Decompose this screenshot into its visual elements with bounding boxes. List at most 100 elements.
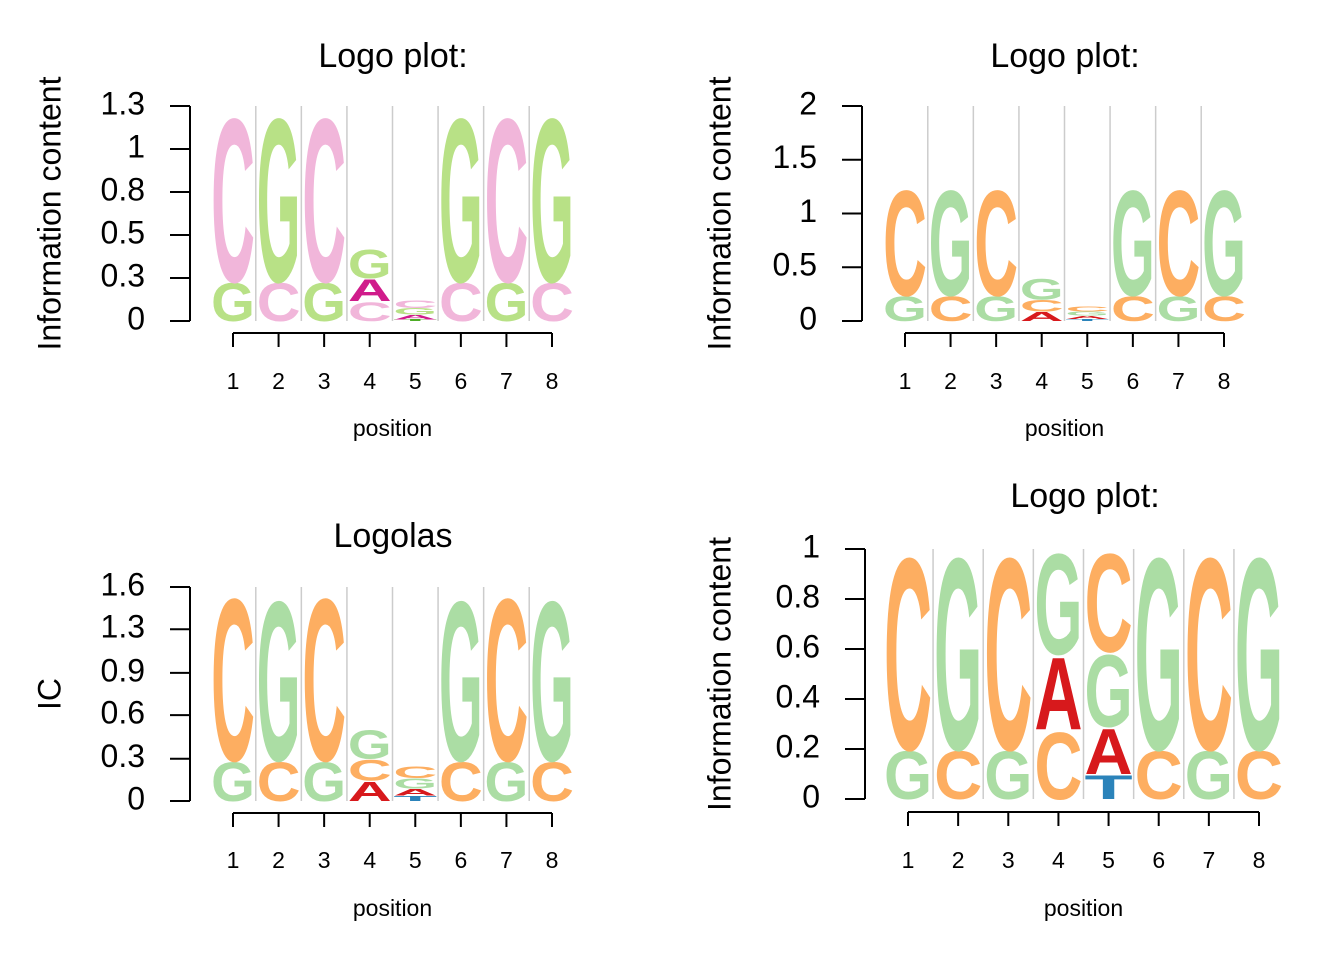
y-tick-label: 0.3 <box>101 738 145 774</box>
letter: C <box>302 70 346 331</box>
x-tick-label: 4 <box>1052 847 1065 873</box>
chart-title: Logo plot: <box>1010 477 1159 515</box>
letter: G <box>393 306 437 316</box>
x-tick-label: 8 <box>546 368 559 394</box>
letter: G <box>1065 310 1109 316</box>
letter: C <box>1020 297 1064 315</box>
x-tick-label: 6 <box>454 847 467 873</box>
letter: C <box>211 70 255 331</box>
letter: C <box>984 502 1032 808</box>
letter: G <box>530 71 574 332</box>
letter: T <box>393 319 437 322</box>
x-axis-label: position <box>353 895 432 921</box>
letter: G <box>984 737 1032 814</box>
y-axis-label: IC <box>31 678 67 710</box>
letter: C <box>530 273 574 333</box>
y-tick-label: 0.2 <box>776 728 820 764</box>
x-tick-label: 7 <box>500 368 513 394</box>
x-axis-label: position <box>1025 415 1104 441</box>
letter: A <box>1065 315 1109 320</box>
letter: A <box>393 313 437 321</box>
letter: G <box>1020 273 1064 306</box>
letter: C <box>1085 525 1133 682</box>
y-tick-label: 0.8 <box>776 578 820 614</box>
letter: C <box>485 70 529 331</box>
letter: C <box>439 273 483 333</box>
x-tick-label: 1 <box>227 847 240 873</box>
y-axis-label: Information content <box>31 76 67 350</box>
y-tick-label: 0.5 <box>101 214 145 250</box>
x-tick-label: 2 <box>272 368 285 394</box>
y-tick-label: 1 <box>127 128 145 164</box>
letter: G <box>439 556 483 810</box>
letter: C <box>211 551 255 810</box>
y-tick-label: 0.8 <box>101 171 145 207</box>
letter: C <box>1235 738 1283 814</box>
y-tick-label: 0 <box>799 300 817 336</box>
y-tick-label: 0 <box>127 300 145 336</box>
letter: G <box>211 272 255 333</box>
letter: T <box>393 794 437 802</box>
letter: G <box>439 71 483 332</box>
x-tick-label: 1 <box>902 847 915 873</box>
letter: A <box>348 776 392 807</box>
letter: C <box>348 754 392 787</box>
letter: C <box>257 273 301 333</box>
letter: G <box>1085 633 1133 748</box>
letter: C <box>348 296 392 327</box>
letter: G <box>883 289 927 329</box>
letter: A <box>348 273 392 308</box>
letter: C <box>1111 289 1155 329</box>
chart-title: Logo plot: <box>318 37 467 75</box>
y-tick-label: 1.3 <box>101 609 145 645</box>
letter: T <box>1085 768 1133 806</box>
y-tick-label: 0 <box>802 778 820 814</box>
x-tick-label: 7 <box>1172 368 1185 394</box>
letter: G <box>884 737 932 814</box>
x-tick-label: 4 <box>363 368 376 394</box>
x-tick-label: 8 <box>1218 368 1231 394</box>
panel: Logo plot: position Information content 0 0.… <box>701 477 1283 921</box>
x-tick-label: 5 <box>1081 368 1094 394</box>
letter: C <box>1185 502 1233 808</box>
x-axis-label: position <box>1044 895 1123 921</box>
x-tick-label: 3 <box>318 847 331 873</box>
y-tick-label: 0 <box>127 780 145 816</box>
x-tick-label: 7 <box>500 847 513 873</box>
x-tick-label: 4 <box>363 847 376 873</box>
chart-title: Logo plot: <box>990 37 1139 75</box>
letter: G <box>934 502 982 808</box>
letter: G <box>485 750 529 813</box>
x-tick-label: 8 <box>546 847 559 873</box>
x-tick-label: 3 <box>318 368 331 394</box>
letter: C <box>530 751 574 813</box>
y-tick-label: 1 <box>799 193 817 229</box>
x-tick-label: 3 <box>990 368 1003 394</box>
letter: G <box>211 750 255 813</box>
letter: G <box>1157 289 1201 329</box>
panel: Logolas position IC 0 0.3 0.6 0.9 1.3 1.6 1 2 3 4 5 6 7… <box>31 517 574 921</box>
y-tick-label: 1 <box>802 528 820 564</box>
letter: G <box>974 289 1018 329</box>
x-tick-label: 6 <box>1126 368 1139 394</box>
letter: G <box>393 775 437 792</box>
x-tick-label: 5 <box>409 847 422 873</box>
letter: C <box>439 751 483 813</box>
x-axis-label: position <box>353 415 432 441</box>
letter: G <box>257 556 301 810</box>
letter: G <box>348 242 392 287</box>
y-tick-label: 0.6 <box>101 695 145 731</box>
x-tick-label: 1 <box>227 368 240 394</box>
x-tick-label: 6 <box>454 368 467 394</box>
x-tick-label: 5 <box>1102 847 1115 873</box>
letter: A <box>1084 715 1132 788</box>
x-tick-label: 4 <box>1035 368 1048 394</box>
letter: C <box>1135 738 1183 814</box>
letter: G <box>1135 502 1183 808</box>
y-axis-label: Information content <box>701 76 737 350</box>
letter: G <box>1034 525 1082 685</box>
letter: C <box>883 160 927 328</box>
y-tick-label: 0.6 <box>776 628 820 664</box>
panel: Logo plot: position Information content 0 0.… <box>701 37 1245 441</box>
